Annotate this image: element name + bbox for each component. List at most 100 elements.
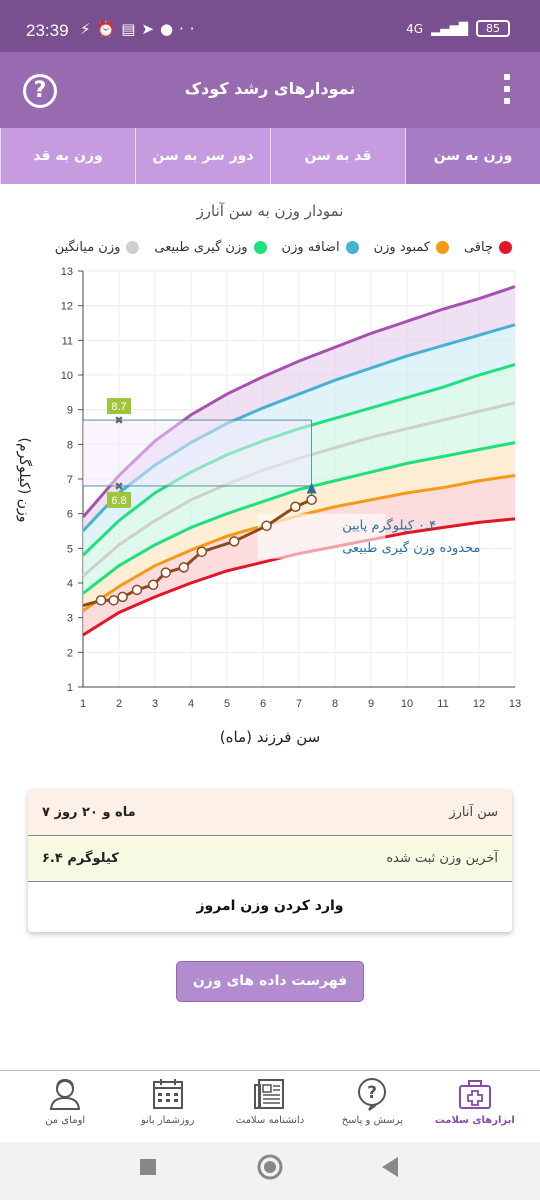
page-title: نمودارهای رشد کودک: [184, 79, 356, 98]
y-tick-label: 9: [67, 405, 73, 417]
svg-text:?: ?: [367, 1083, 377, 1103]
x-tick-label: 10: [401, 698, 413, 710]
y-axis-label: وزن (کیلوگرم): [16, 437, 32, 523]
back-icon[interactable]: [382, 1157, 398, 1177]
growth-chart: 1 2 3 4 5 6 7 8 9 10 11 12 1312345678910111213✖8.7✖6…: [61, 266, 521, 710]
battery-icon: 85: [476, 20, 510, 37]
y-tick-label: 1: [67, 682, 73, 694]
nav-label: ابزارهای سلامت: [434, 1115, 515, 1126]
profile-icon: [50, 1078, 81, 1110]
help-icon[interactable]: ?: [23, 74, 57, 108]
legend-label: اضافه وزن: [281, 240, 340, 255]
measurement-point: [196, 546, 208, 558]
nav-qa[interactable]: ? پرسش و پاسخ: [332, 1071, 412, 1142]
percentile-band: [83, 402, 515, 594]
enter-today-weight-button[interactable]: وارد کردن وزن امروز: [196, 898, 344, 914]
x-tick-label: 13: [509, 698, 521, 710]
status-bar: 23:39 ⚡⏰▤➤●·· 4G ▂▄▆█ 85: [0, 0, 540, 52]
legend-item[interactable]: وزن میانگین: [55, 240, 140, 255]
measurement-point: [131, 584, 143, 596]
legend-item[interactable]: کمبود وزن: [374, 240, 449, 255]
percentile-band: [83, 324, 515, 556]
legend-label: چاقی: [463, 240, 493, 255]
measurement-point: [261, 520, 272, 532]
question-bubble-icon: ?: [358, 1078, 387, 1111]
lower-range-label-bg: [107, 491, 131, 508]
nav-health-tools[interactable]: ابزارهای سلامت: [435, 1071, 515, 1142]
tab-weight-for-height[interactable]: وزن به قد: [0, 128, 135, 184]
nav-calendar[interactable]: روزشمار بانو: [128, 1071, 208, 1142]
legend-swatch: [253, 241, 267, 254]
annotation-bg: [257, 513, 386, 559]
nav-profile[interactable]: اومای من: [25, 1071, 105, 1142]
legend-label: وزن میانگین: [54, 240, 121, 255]
legend-item[interactable]: اضافه وزن: [282, 240, 359, 255]
normal-range-box: [83, 420, 312, 486]
upper-range-cross: ✖: [114, 414, 123, 427]
home-icon[interactable]: [257, 1154, 283, 1180]
more-menu-icon[interactable]: [504, 74, 512, 106]
system-nav-bar: [0, 1142, 540, 1200]
measurement-point: [95, 595, 107, 606]
legend-swatch: [345, 241, 359, 254]
x-axis-label: سن فرزند (ماه): [219, 728, 321, 746]
health-kit-icon: [458, 1080, 491, 1109]
y-tick-label: 12: [61, 301, 73, 313]
nav-label: اومای من: [45, 1115, 86, 1126]
legend-item[interactable]: چاقی: [464, 240, 512, 255]
lower-range-cross: ✖: [114, 480, 123, 493]
x-tick-label: 9: [368, 698, 374, 710]
x-tick-label: 1: [80, 698, 86, 710]
measurement-point: [290, 501, 301, 512]
x-tick-label: 5: [224, 698, 230, 710]
legend-label: وزن گیری طبیعی: [154, 240, 248, 255]
network-label: 4G: [406, 21, 424, 36]
tab-weight-for-age[interactable]: وزن به سن: [405, 128, 540, 184]
lower-range-label: 6.8: [111, 495, 126, 507]
tab-head-circumference[interactable]: دور سر به سن: [135, 128, 270, 184]
nav-label: پرسش و پاسخ: [341, 1115, 403, 1126]
status-right: 4G ▂▄▆█ 85: [406, 20, 510, 37]
percentile-band: [83, 475, 515, 635]
legend-swatch: [435, 241, 449, 254]
measurement-point: [147, 579, 159, 590]
legend-item[interactable]: وزن گیری طبیعی: [154, 240, 267, 255]
x-tick-label: 7: [296, 698, 302, 710]
measurement-point: [160, 567, 172, 578]
x-tick-label: 8: [332, 698, 338, 710]
recent-apps-icon[interactable]: [140, 1159, 156, 1175]
system-nav-buttons: [140, 1154, 398, 1180]
weight-data-list-button[interactable]: فهرست داده های وزن آنارز: [176, 961, 364, 1028]
y-tick-label: 6: [67, 509, 73, 521]
measurement-point: [306, 494, 317, 506]
y-tick-label: 8: [67, 439, 73, 451]
age-row: سن آنارز ۷ ماه و ۲۰ روز: [28, 790, 512, 836]
tab-height-for-age[interactable]: قد به سن: [270, 128, 405, 184]
x-tick-label: 12: [473, 698, 485, 710]
annotation-line-2: محدوده وزن گیری طبیعی: [342, 540, 480, 556]
annotation-line-1: ۰.۴ کیلوگرم پایین: [342, 517, 436, 533]
measurement-point: [178, 562, 190, 573]
upper-range-label-bg: [107, 398, 131, 415]
y-tick-label: 11: [62, 335, 73, 347]
chart-tabs: وزن به سن قد به سن دور سر به سن وزن به ق…: [0, 128, 540, 184]
x-tick-label: 2: [116, 698, 122, 710]
calendar-icon: [152, 1079, 183, 1109]
notification-icons: ⚡⏰▤➤●··: [80, 20, 201, 38]
x-tick-label: 6: [260, 698, 266, 710]
nav-encyclopedia[interactable]: دانشنامه سلامت: [230, 1071, 310, 1142]
bottom-nav: ابزارهای سلامت ? پرسش و پاسخ دانشنامه سل…: [0, 1070, 540, 1142]
y-tick-label: 7: [67, 474, 73, 486]
upper-range-label: 8.7: [111, 401, 126, 413]
chart-title: نمودار وزن به سن آنارز: [196, 202, 344, 220]
y-tick-label: 5: [67, 543, 73, 555]
app-bar: ? نمودارهای رشد کودک: [0, 52, 540, 128]
range-arrow-icon: [306, 482, 317, 494]
last-weight-value: ۶.۴ کیلوگرم: [42, 851, 119, 866]
y-tick-label: 3: [67, 613, 73, 625]
measurement-point: [228, 536, 240, 547]
y-tick-label: 13: [61, 266, 73, 278]
legend-label: کمبود وزن: [373, 240, 430, 255]
y-tick-label: 2: [67, 647, 73, 659]
chart-legend: چاقی کمبود وزن اضافه وزن وزن گیری طبیعی وزن …: [12, 240, 512, 255]
